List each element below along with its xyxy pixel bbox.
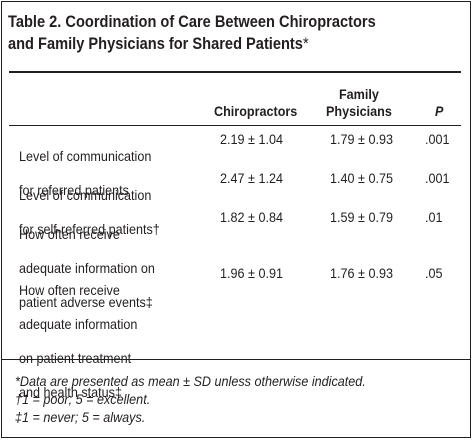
table-row-label: How often receive adequate information o… bbox=[19, 209, 155, 328]
column-header-family-line-1: Family bbox=[338, 86, 379, 102]
header-rule bbox=[9, 125, 461, 126]
row-p-value: .05 bbox=[425, 265, 443, 281]
table-row-label: Level of communication for self-referred… bbox=[19, 170, 160, 255]
row-p-value: .01 bbox=[425, 209, 443, 225]
column-header-p-value: P bbox=[435, 103, 444, 119]
row-chiropractors-value: 1.96 ± 0.91 bbox=[220, 265, 283, 281]
row-label-line: patient adverse events‡ bbox=[19, 294, 153, 310]
column-header-family-physicians: Family Physicians bbox=[326, 86, 392, 120]
table-row-label: How often receive adequate information o… bbox=[19, 265, 137, 418]
row-family-value: 1.40 ± 0.75 bbox=[330, 170, 393, 186]
row-family-value: 1.79 ± 0.93 bbox=[330, 131, 393, 147]
table-title-line-2: and Family Physicians for Shared Patient… bbox=[8, 33, 464, 55]
table-footnotes: *Data are presented as mean ± SD unless … bbox=[15, 372, 366, 426]
row-label-line: How often receive bbox=[19, 282, 120, 298]
row-label-line: for self-referred patients† bbox=[19, 221, 160, 237]
row-label-line: How often receive bbox=[19, 226, 120, 242]
table-title-line-2-text: and Family Physicians for Shared Patient… bbox=[8, 34, 303, 53]
column-header-family-line-2: Physicians bbox=[326, 103, 392, 119]
table-title-line-1: Table 2. Coordination of Care Between Ch… bbox=[8, 12, 376, 31]
row-p-value: .001 bbox=[425, 170, 450, 186]
row-chiropractors-value: 2.19 ± 1.04 bbox=[220, 131, 283, 147]
footnote: *Data are presented as mean ± SD unless … bbox=[15, 373, 366, 389]
row-label-line: on patient treatment bbox=[19, 350, 132, 366]
row-family-value: 1.76 ± 0.93 bbox=[330, 265, 393, 281]
row-family-value: 1.59 ± 0.79 bbox=[330, 209, 393, 225]
footnote: †1 = poor; 5 = excellent. bbox=[15, 391, 151, 407]
row-label-line: Level of communication bbox=[19, 148, 152, 164]
row-label-line: adequate information bbox=[19, 316, 138, 332]
row-label-line: for referred patients bbox=[19, 182, 129, 198]
table-row-label: Level of communication for referred pati… bbox=[19, 131, 151, 216]
row-chiropractors-value: 1.82 ± 0.84 bbox=[220, 209, 283, 225]
title-footnote-mark: * bbox=[302, 34, 309, 53]
row-p-value: .001 bbox=[425, 131, 450, 147]
row-label-line: Level of communication bbox=[19, 187, 152, 203]
row-label-line: adequate information on bbox=[19, 260, 155, 276]
title-rule bbox=[9, 71, 461, 73]
row-label-line: and health status‡ bbox=[19, 384, 122, 400]
table-title: Table 2. Coordination of Care Between Ch… bbox=[8, 11, 464, 55]
footnote-rule bbox=[1, 359, 471, 360]
column-header-chiropractors: Chiropractors bbox=[214, 103, 298, 119]
footnote: ‡1 = never; 5 = always. bbox=[15, 409, 146, 425]
row-chiropractors-value: 2.47 ± 1.24 bbox=[220, 170, 283, 186]
